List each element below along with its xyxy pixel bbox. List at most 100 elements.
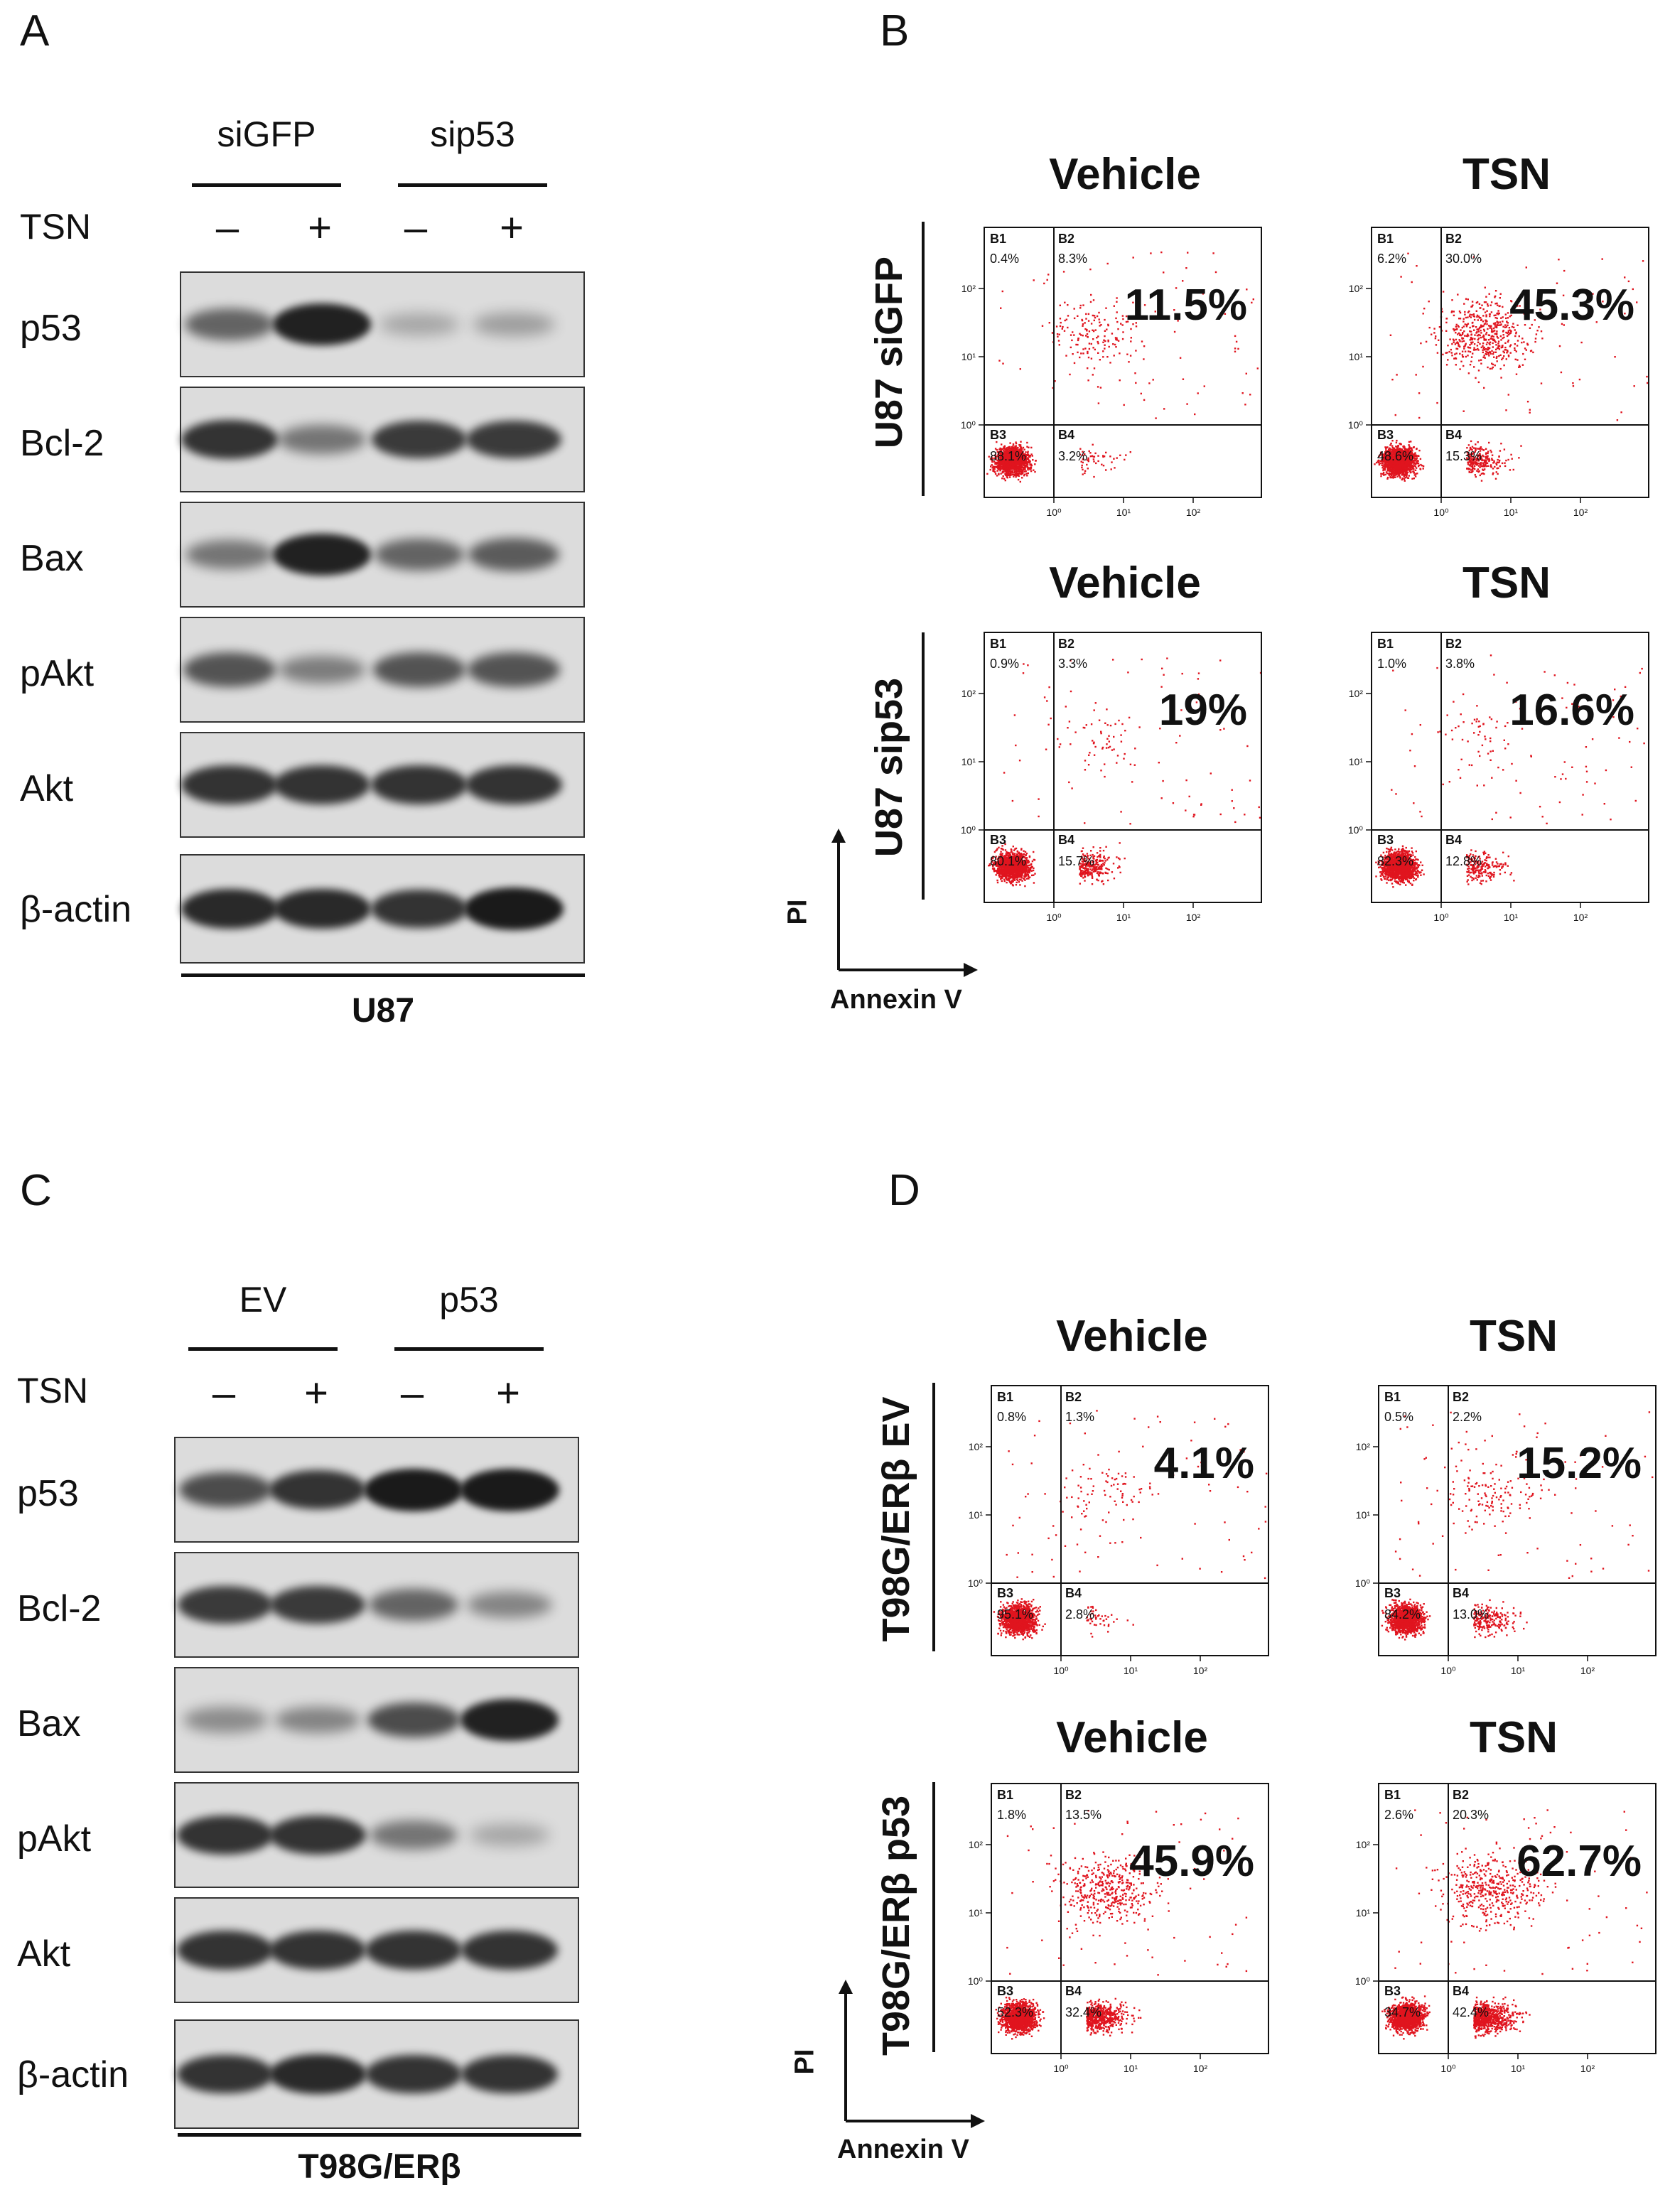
quadrant-b2-label: B2 [1453,1390,1469,1404]
group-underline [398,183,547,187]
panel-letter-b: B [880,6,910,55]
blot-label-actin: β-actin [20,889,132,930]
quadrant-b1-value: 0.4% [990,252,1019,266]
group-label-sip53: sip53 [430,114,515,154]
blot-band [273,888,371,929]
sign-plus: + [304,1370,328,1416]
blot-strip [180,271,585,377]
apoptosis-percent: 19% [1159,686,1247,735]
blot-band [373,652,465,687]
blot-band [279,655,365,684]
flow-plot-svg: B1 6.2% B2 30.0% B3 48.6% B4 15.3% 45.3% 10⁰ 10⁰ 10… [1348,227,1649,518]
blot-strip [180,732,585,838]
quadrant-b2-label: B2 [1065,1788,1082,1802]
y-tick-label: 10⁰ [968,1975,984,1987]
blot-band [181,420,278,459]
scatter-dots [1381,1411,1654,1641]
axis-arrows [831,829,978,977]
panel-letter-a: A [20,6,50,55]
blot-band [365,1931,462,1970]
sign-plus: + [308,205,332,251]
scatter-dots [995,1810,1248,2040]
column-title: Vehicle [1049,150,1201,199]
quadrant-b3-value: 80.1% [990,854,1026,868]
y-tick-label: 10² [1356,1839,1371,1850]
quadrant-b3-label: B3 [1377,833,1394,847]
scatter-dots [986,251,1259,483]
quadrant-b1-value: 0.5% [1384,1410,1413,1424]
blot-band [178,1472,272,1508]
group-label-ev: EV [239,1280,287,1320]
y-tick-label: 10⁰ [968,1577,984,1589]
quadrant-b1-value: 2.6% [1384,1808,1413,1822]
x-tick-label: 10¹ [1116,507,1131,518]
flow-plot-svg: B1 0.4% B2 8.3% B3 88.1% B4 3.2% 11.5% 10⁰ 10⁰ 10¹ 1… [961,227,1262,518]
blot-strip [180,502,585,608]
blot-band [274,1706,361,1734]
blot-label-akt: Akt [17,1933,71,1975]
y-tick-label: 10¹ [961,351,976,362]
x-tick-label: 10² [1573,507,1588,518]
x-tick-label: 10² [1186,912,1201,923]
blot-band [371,889,468,929]
quadrant-b4-value: 12.8% [1445,854,1482,868]
quadrant-b3-value: 82.3% [1377,854,1413,868]
group-label-sigfp: siGFP [217,114,316,154]
scatter-dots [1375,654,1645,888]
row-bracket [922,632,925,900]
flow-plot-t98g-ev-tsn: B1 0.5% B2 2.2% B3 84.2% B4 13.0% 15.2% 10⁰ 10⁰ 10¹… [1355,1385,1656,1676]
y-tick-label: 10² [1349,283,1364,294]
blot-band [468,538,559,571]
quadrant-b4-label: B4 [1453,1984,1469,1998]
x-tick-label: 10² [1580,1665,1595,1676]
blot-band [466,1591,553,1619]
flow-plot-t98g-p53-vehicle: B1 1.8% B2 13.5% B3 52.3% B4 32.4% 45.9% 10⁰ 10⁰ 10… [968,1783,1269,2074]
sign-plus: + [496,1370,520,1416]
sign-minus: – [212,1370,236,1416]
column-title: TSN [1462,559,1551,608]
y-tick-label: 10¹ [969,1907,984,1919]
blot-band [269,1931,366,1970]
blot-band [374,539,465,571]
x-tick-label: 10¹ [1504,912,1519,923]
group-underline [188,1347,338,1351]
row-bracket [922,222,925,496]
plot-frame [984,632,1262,903]
blot-label-p53: p53 [17,1473,79,1514]
quadrant-b4-label: B4 [1065,1984,1082,1998]
quadrant-b4-value: 13.0% [1453,1607,1489,1622]
quadrant-b3-label: B3 [1384,1586,1401,1600]
blot-label-akt: Akt [20,768,74,809]
apoptosis-percent: 62.7% [1517,1837,1642,1886]
column-title: Vehicle [1049,559,1201,608]
x-axis-label-annexin: Annexin V [830,985,962,1015]
y-tick-label: 10⁰ [1348,824,1364,836]
blot-band [185,539,274,570]
treatment-label: TSN [17,1371,88,1410]
plot-frame [1378,1385,1656,1656]
sign-minus: – [400,1370,424,1416]
blot-band [370,1820,458,1850]
quadrant-b1-label: B1 [990,232,1006,246]
quadrant-b3-value: 48.6% [1377,449,1413,463]
quadrant-b3-label: B3 [1377,428,1394,442]
flow-plot-u87-sip53-tsn: B1 1.0% B2 3.8% B3 82.3% B4 12.8% 16.6% 10⁰ 10⁰ 10¹… [1348,632,1649,923]
blot-band [177,2054,274,2094]
quadrant-b2-value: 20.3% [1453,1808,1489,1822]
blot-band [364,1468,463,1511]
quadrant-b4-value: 42.4% [1453,2005,1489,2019]
blot-strip [180,854,585,964]
sign-plus: + [500,205,524,251]
row-label-t98g-ev: T98G/ERβ EV [875,1396,917,1642]
sign-minus: – [215,205,239,251]
sign-minus: – [404,205,428,251]
x-tick-label: 10⁰ [1053,1665,1069,1676]
blot-band [184,308,275,340]
flow-plot-svg: B1 1.8% B2 13.5% B3 52.3% B4 32.4% 45.9% 10⁰ 10⁰ 10… [968,1783,1269,2074]
y-tick-label: 10¹ [961,756,976,767]
apoptosis-percent: 11.5% [1125,281,1247,330]
quadrant-b4-label: B4 [1058,428,1074,442]
apoptosis-percent: 45.9% [1129,1837,1254,1886]
panel-letter-c: C [20,1166,52,1215]
plot-frame [991,1783,1269,2054]
